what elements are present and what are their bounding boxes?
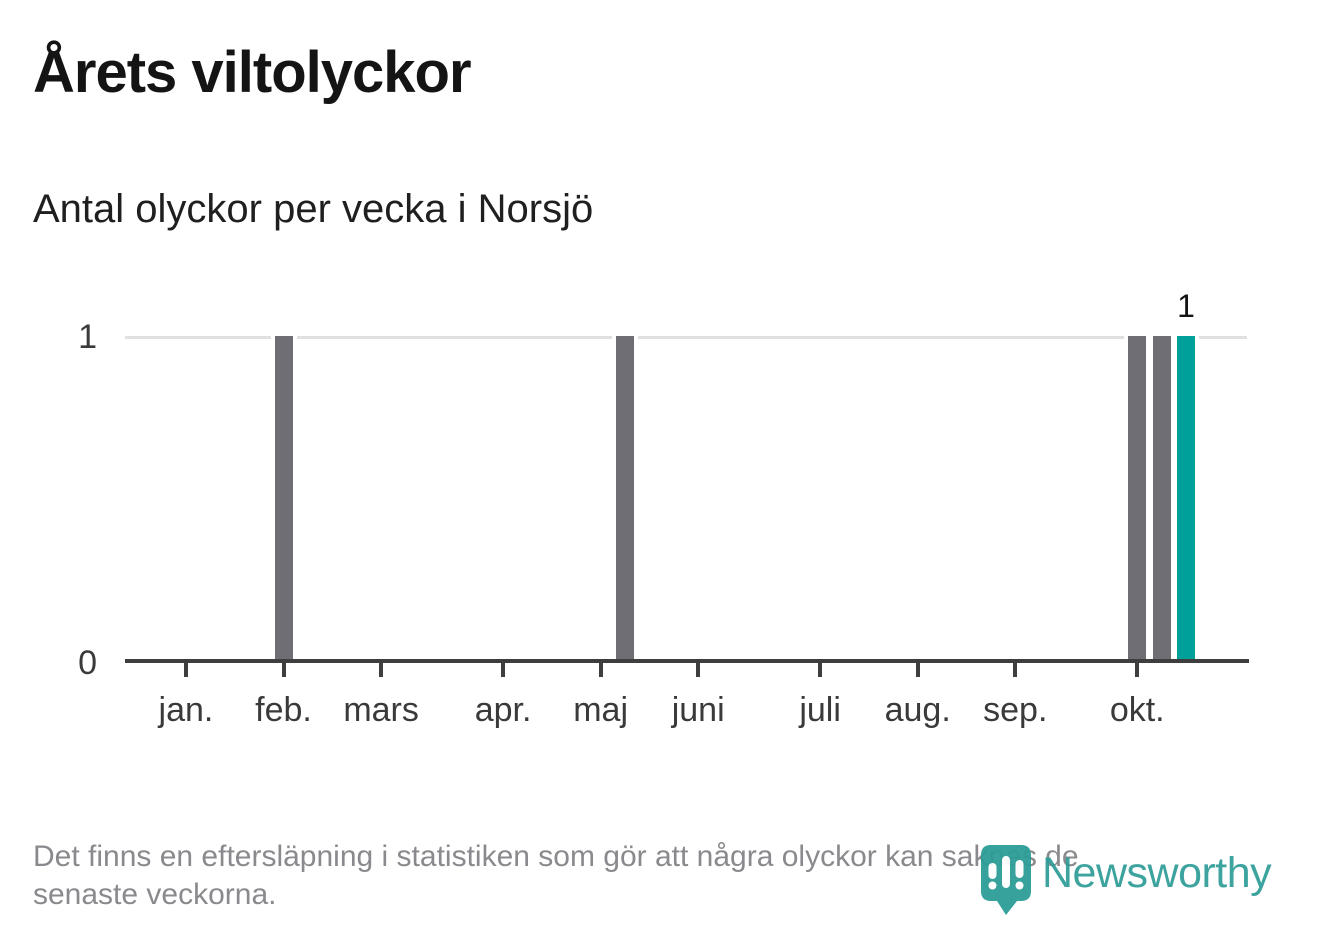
newsworthy-pin-icon [980, 843, 1032, 922]
newsworthy-wordmark: Newsworthy [1042, 849, 1272, 897]
x-axis-month-label: feb. [255, 691, 312, 729]
x-axis-tick [281, 663, 286, 677]
bar [616, 336, 635, 659]
bar-value-label: 1 [1177, 288, 1195, 324]
newsworthy-logo: Newsworthy [980, 841, 1300, 931]
bar [1152, 336, 1171, 659]
x-axis-month-label: juni [671, 691, 725, 729]
x-axis-tick [1135, 663, 1140, 677]
x-axis-tick [598, 663, 603, 677]
x-axis-tick [183, 663, 188, 677]
bar-highlighted [1177, 336, 1196, 659]
footer-disclaimer-line1: Det finns en eftersläpning i statistiken… [33, 840, 1079, 873]
y-axis-label-1: 1 [78, 318, 97, 356]
x-axis-month-label: mars [343, 691, 419, 729]
plot-area [125, 336, 1247, 659]
x-axis-month-label: sep. [983, 691, 1048, 729]
x-axis-tick [915, 663, 920, 677]
x-axis-month-label: maj [573, 691, 629, 729]
x-axis-tick [1013, 663, 1018, 677]
gridline-segment [638, 336, 1125, 339]
chart-subtitle: Antal olyckor per vecka i Norsjö [33, 187, 594, 231]
x-axis-month-label: apr. [474, 691, 532, 729]
x-axis-month-label: jan. [158, 691, 214, 729]
bar [1128, 336, 1147, 659]
y-axis-label-0: 0 [78, 644, 97, 682]
gridline-segment [296, 336, 612, 339]
footer-disclaimer-line2: senaste veckorna. [33, 878, 277, 911]
x-axis-month-label: okt. [1109, 691, 1165, 729]
x-axis-tick [501, 663, 506, 677]
x-axis-line [125, 659, 1249, 663]
x-axis-tick [818, 663, 823, 677]
bar [274, 336, 293, 659]
x-axis-month-label: aug. [884, 691, 951, 729]
page-title: Årets viltolyckor [33, 40, 472, 105]
x-axis-tick [379, 663, 384, 677]
gridline-segment [125, 336, 271, 339]
footer-disclaimer: Det finns en eftersläpning i statistiken… [33, 838, 1289, 914]
x-axis-tick [696, 663, 701, 677]
x-axis-month-label: juli [799, 691, 841, 729]
gridline-segment [1199, 336, 1247, 339]
